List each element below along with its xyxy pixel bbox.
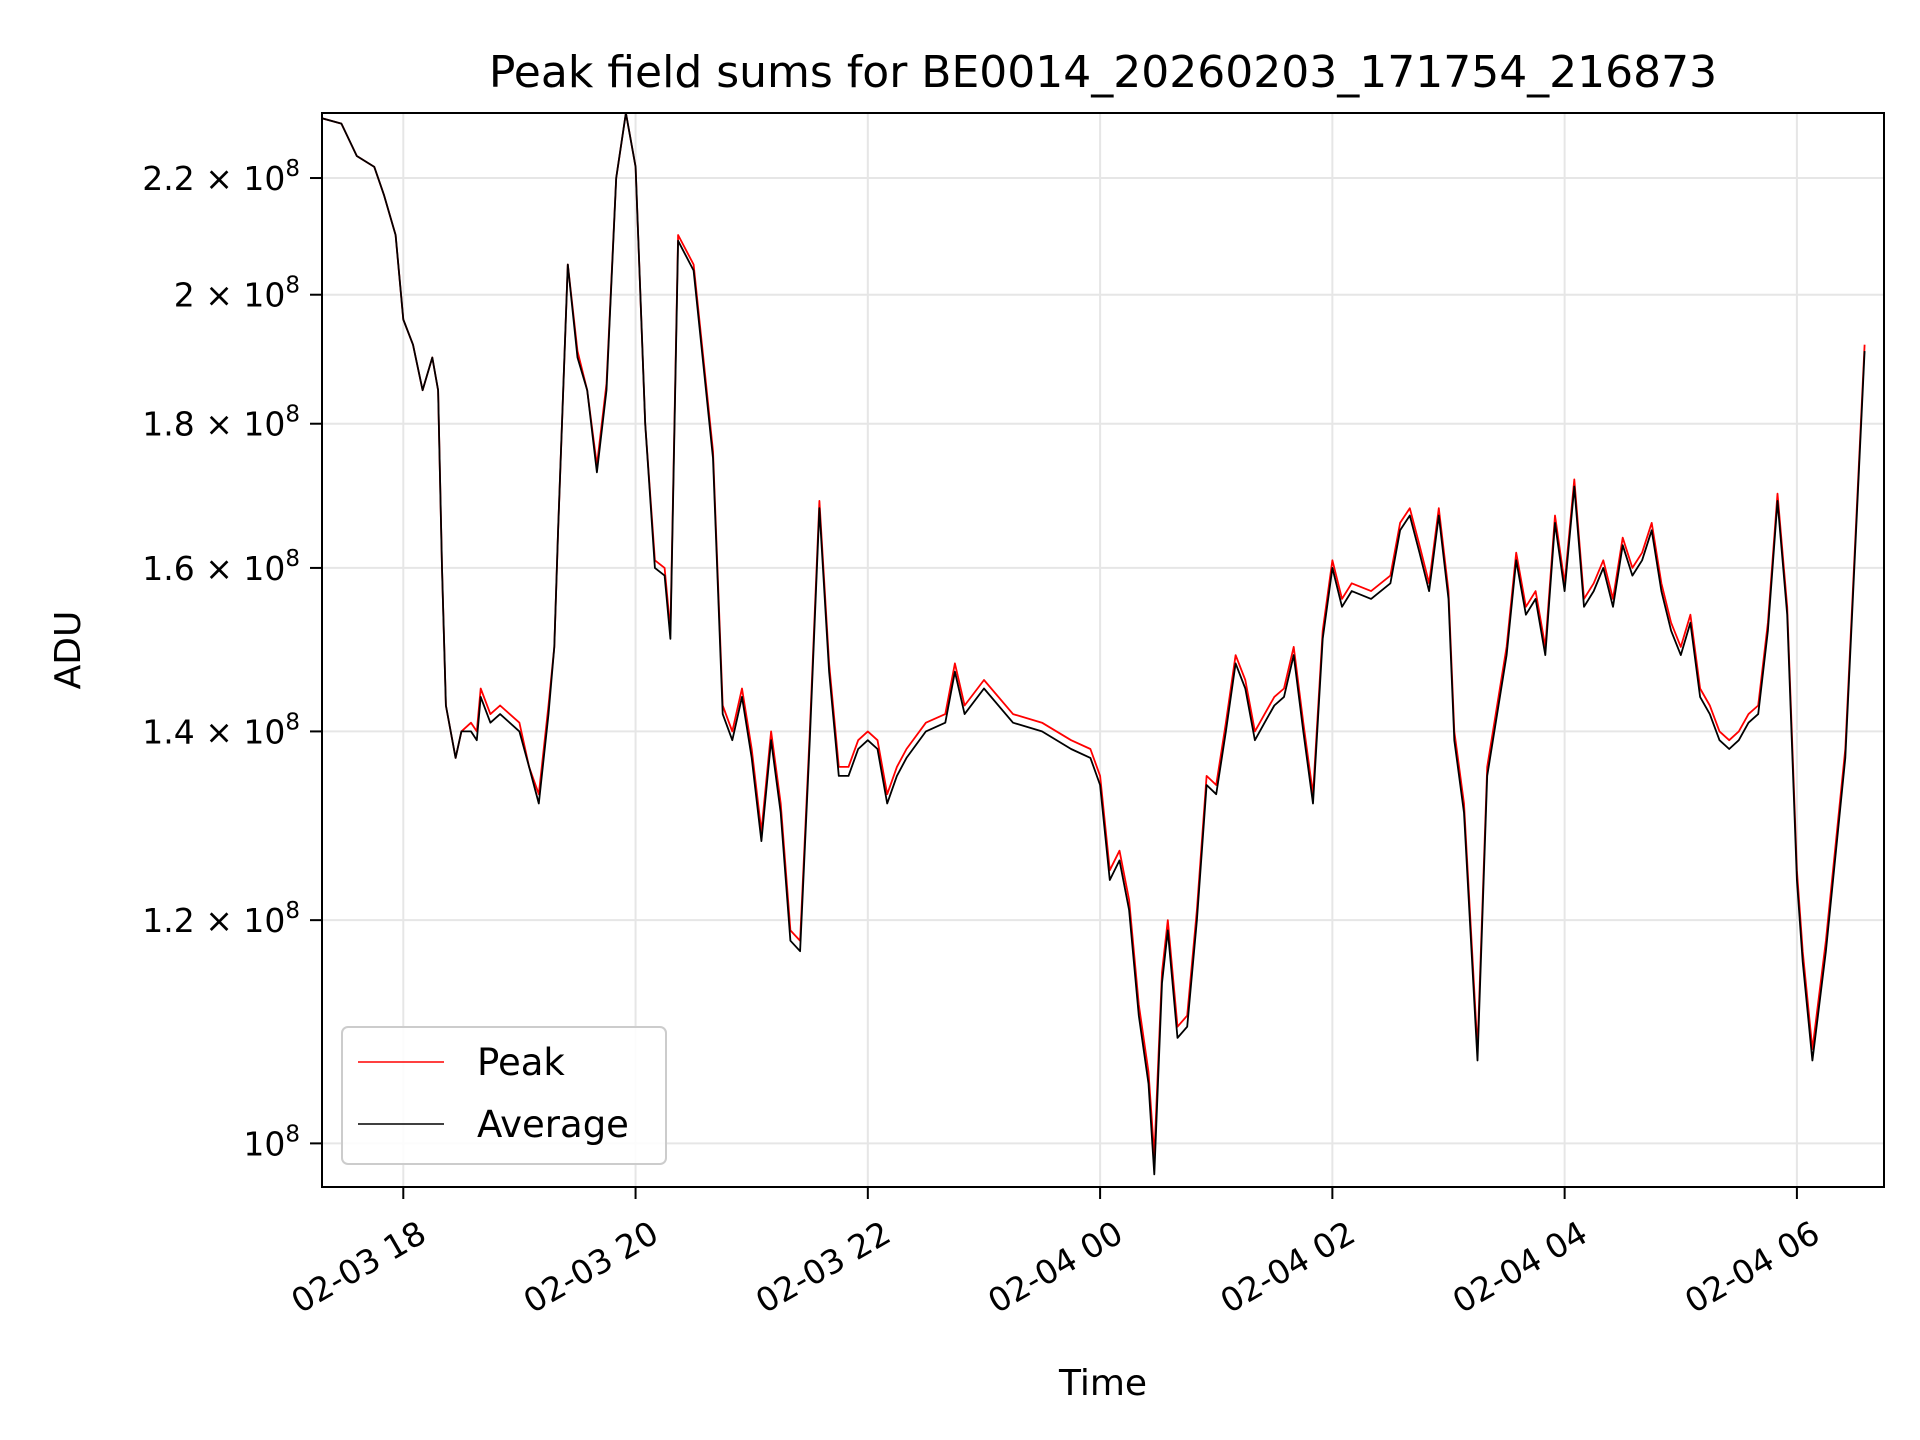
y-tick-label: 108 <box>243 1121 300 1163</box>
legend-peak-label: Peak <box>477 1041 565 1084</box>
x-axis-title: Time <box>1058 1363 1147 1404</box>
y-tick-label: 1.4 × 108 <box>142 709 300 751</box>
legend-average-label: Average <box>477 1103 629 1146</box>
plot-frame <box>321 112 1885 1188</box>
y-tick-label: 1.2 × 108 <box>142 898 300 940</box>
chart-title: Peak field sums for BE0014_20260203_1717… <box>489 47 1717 98</box>
y-axis: 108 1.2 × 108 1.4 × 108 1.6 × 108 1.8 × 108 2… <box>142 156 322 1163</box>
y-tick-label: 1.8 × 108 <box>142 402 300 444</box>
y-tick-label: 1.6 × 108 <box>142 546 300 588</box>
series-average-line <box>322 113 1866 1176</box>
y-axis-title: ADU <box>48 611 89 690</box>
y-tick-label: 2 × 108 <box>174 273 300 315</box>
y-tick-label: 2.2 × 108 <box>142 156 300 198</box>
legend: Peak Average <box>341 1026 667 1165</box>
series-layer <box>322 113 1866 1176</box>
